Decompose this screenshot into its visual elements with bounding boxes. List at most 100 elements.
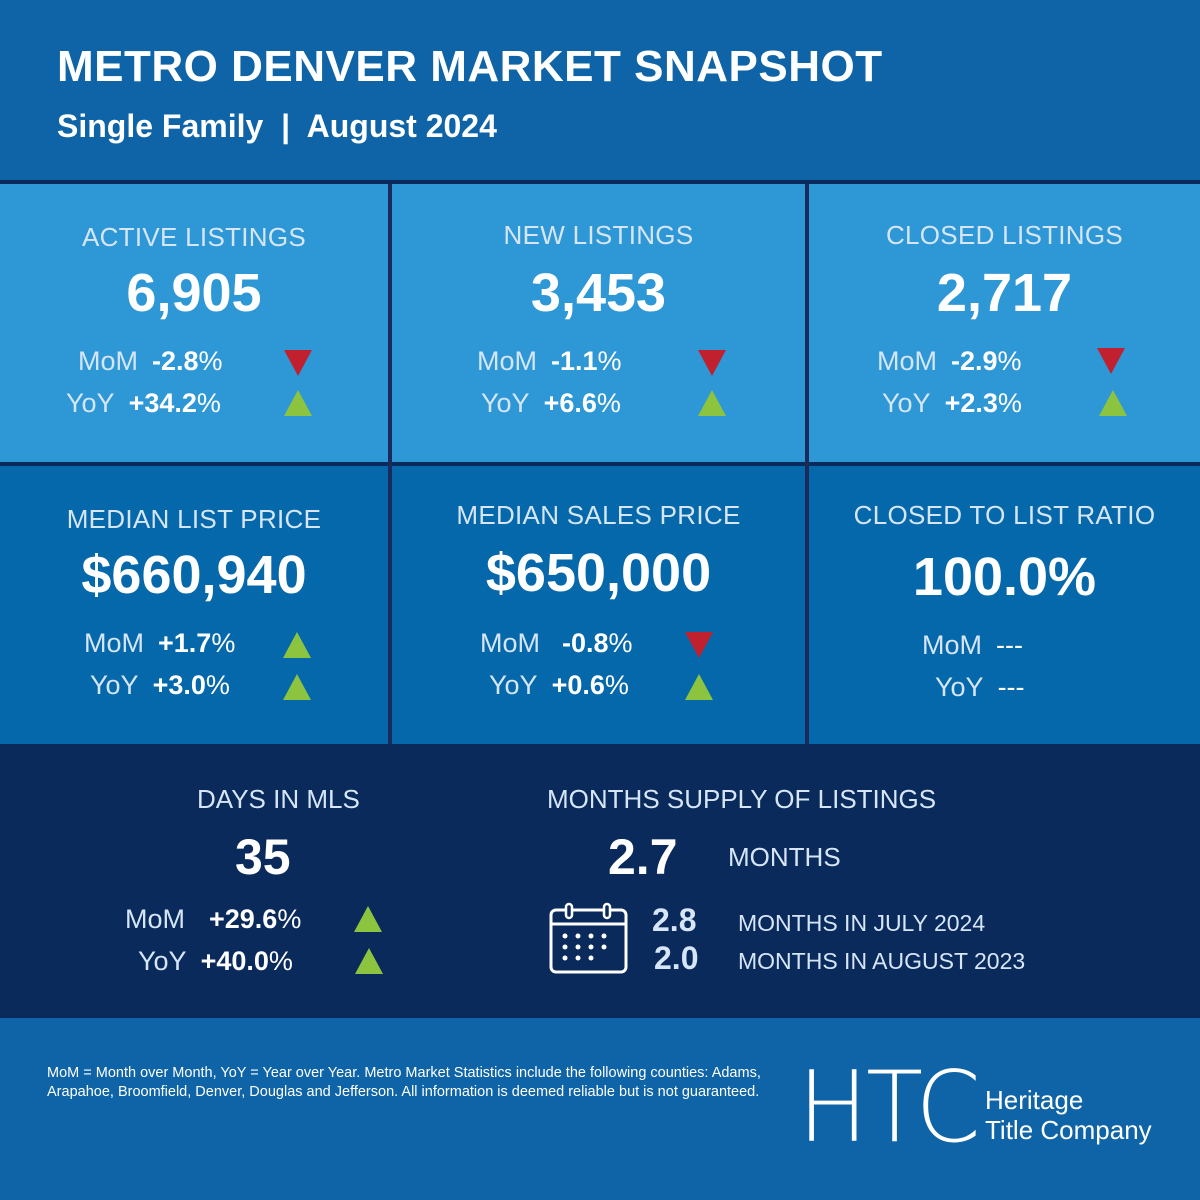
yoy-value: +40.0% <box>201 946 293 977</box>
company-name-line1: Heritage <box>985 1085 1084 1115</box>
percent-sign: % <box>608 628 633 658</box>
down-arrow-icon <box>698 350 726 376</box>
mom-label: MoM <box>922 630 982 660</box>
percent-sign: % <box>196 388 221 418</box>
days-yoy-stat: YoY +40.0% <box>138 946 293 977</box>
mom-number: -2.9 <box>951 346 998 376</box>
yoy-label: YoY <box>90 670 139 700</box>
metric-label: ACTIVE LISTINGS <box>81 222 307 252</box>
metric-label: MEDIAN SALES PRICE <box>456 500 741 530</box>
percent-sign: % <box>277 904 302 934</box>
metric-label: CLOSED LISTINGS <box>885 220 1124 250</box>
yoy-stat: YoY +34.2% <box>66 388 221 419</box>
mom-value: -1.1% <box>551 346 622 377</box>
mom-stat: MoM +1.7% <box>84 628 235 659</box>
metric-value: 2,717 <box>936 263 1073 323</box>
metric-card-median-sales-price: MEDIAN SALES PRICE $650,000 MoM -0.8% Yo… <box>392 466 805 744</box>
mom-value: -2.9% <box>951 346 1022 377</box>
mom-value: --- <box>996 630 1023 660</box>
metric-card-active-listings: ACTIVE LISTINGS 6,905 MoM -2.8% YoY +34.… <box>0 184 388 462</box>
august-2023-value: 2.0 <box>654 940 699 976</box>
yoy-number: +0.6 <box>551 670 605 700</box>
footer <box>0 1018 1200 1200</box>
yoy-number: +6.6 <box>543 388 597 418</box>
percent-sign: % <box>211 628 236 658</box>
up-arrow-icon <box>698 390 726 416</box>
august-2023-text: MONTHS IN AUGUST 2023 <box>738 948 1026 974</box>
mom-number: -1.1 <box>551 346 598 376</box>
mom-stat: MoM -2.9% <box>877 346 1022 377</box>
disclaimer: MoM = Month over Month, YoY = Year over … <box>47 1065 761 1100</box>
percent-sign: % <box>268 946 293 976</box>
july-text: MONTHS IN JULY 2024 <box>738 910 986 936</box>
up-arrow-icon <box>355 948 383 974</box>
yoy-label: YoY <box>882 388 931 418</box>
yoy-value: +3.0% <box>153 670 230 701</box>
mom-stat: MoM --- <box>922 630 1023 661</box>
metric-card-closed-to-list-ratio: CLOSED TO LIST RATIO 100.0% MoM --- YoY … <box>809 466 1200 744</box>
yoy-stat: YoY +0.6% <box>489 670 629 701</box>
mom-number: +1.7 <box>158 628 212 658</box>
metric-value: 100.0% <box>912 547 1097 607</box>
months-supply-value: 2.7 <box>608 829 678 885</box>
metric-value: $650,000 <box>485 543 712 603</box>
months-supply-label: MONTHS SUPPLY OF LISTINGS <box>547 784 937 814</box>
yoy-number: +40.0 <box>200 946 269 976</box>
metric-card-median-list-price: MEDIAN LIST PRICE $660,940 MoM +1.7% YoY… <box>0 466 388 744</box>
mom-label: MoM <box>477 346 537 376</box>
yoy-stat: YoY +6.6% <box>481 388 621 419</box>
up-arrow-icon <box>1099 390 1127 416</box>
down-arrow-icon <box>284 350 312 376</box>
days-mom-stat: MoM +29.6% <box>125 904 301 935</box>
mom-value: +1.7% <box>158 628 235 659</box>
yoy-label: YoY <box>138 946 187 976</box>
mom-number: -0.8 <box>562 628 609 658</box>
percent-sign: % <box>198 346 223 376</box>
mom-number: -2.8 <box>152 346 199 376</box>
yoy-label: YoY <box>935 672 984 702</box>
page-subtitle: Single Family | August 2024 <box>57 108 497 144</box>
yoy-number: +34.2 <box>128 388 197 418</box>
yoy-value: +0.6% <box>552 670 629 701</box>
divider <box>388 184 392 760</box>
bottom-section: DAYS IN MLS 35 MoM +29.6% YoY +40.0% MON… <box>0 744 1200 1018</box>
mom-stat: MoM -2.8% <box>78 346 223 377</box>
mom-value: +29.6% <box>209 904 301 935</box>
divider <box>805 184 809 760</box>
metric-value: 3,453 <box>530 263 667 323</box>
down-arrow-icon <box>1097 348 1125 374</box>
july-value: 2.8 <box>652 902 697 938</box>
months-supply-unit: MONTHS <box>728 842 841 872</box>
percent-sign: % <box>997 346 1022 376</box>
yoy-label: YoY <box>481 388 530 418</box>
mom-number: +29.6 <box>209 904 278 934</box>
mom-label: MoM <box>480 628 540 658</box>
mom-label: MoM <box>125 904 185 934</box>
yoy-number: +3.0 <box>152 670 206 700</box>
metric-label: CLOSED TO LIST RATIO <box>853 500 1156 530</box>
yoy-value: +34.2% <box>129 388 221 419</box>
up-arrow-icon <box>685 674 713 700</box>
yoy-value: +6.6% <box>544 388 621 419</box>
metric-card-new-listings: NEW LISTINGS 3,453 MoM -1.1% YoY +6.6% <box>392 184 805 462</box>
down-arrow-icon <box>685 632 713 658</box>
yoy-label: YoY <box>489 670 538 700</box>
percent-sign: % <box>597 346 622 376</box>
days-in-mls-label: DAYS IN MLS <box>197 784 360 814</box>
mom-value: -2.8% <box>152 346 223 377</box>
htc-logo-mark: HTC <box>798 1051 981 1165</box>
yoy-value: +2.3% <box>945 388 1022 419</box>
yoy-number: +2.3 <box>944 388 998 418</box>
mom-stat: MoM -1.1% <box>477 346 622 377</box>
percent-sign: % <box>604 670 629 700</box>
metric-value: 6,905 <box>126 263 262 323</box>
up-arrow-icon <box>284 390 312 416</box>
yoy-stat: YoY +2.3% <box>882 388 1022 419</box>
metric-value: $660,940 <box>81 545 307 605</box>
percent-sign: % <box>205 670 230 700</box>
mom-stat: MoM -0.8% <box>480 628 633 659</box>
yoy-stat: YoY +3.0% <box>90 670 230 701</box>
metric-card-closed-listings: CLOSED LISTINGS 2,717 MoM -2.9% YoY +2.3… <box>809 184 1200 462</box>
company-name-line2: Title Company <box>985 1115 1152 1145</box>
metric-label: MEDIAN LIST PRICE <box>66 504 322 534</box>
